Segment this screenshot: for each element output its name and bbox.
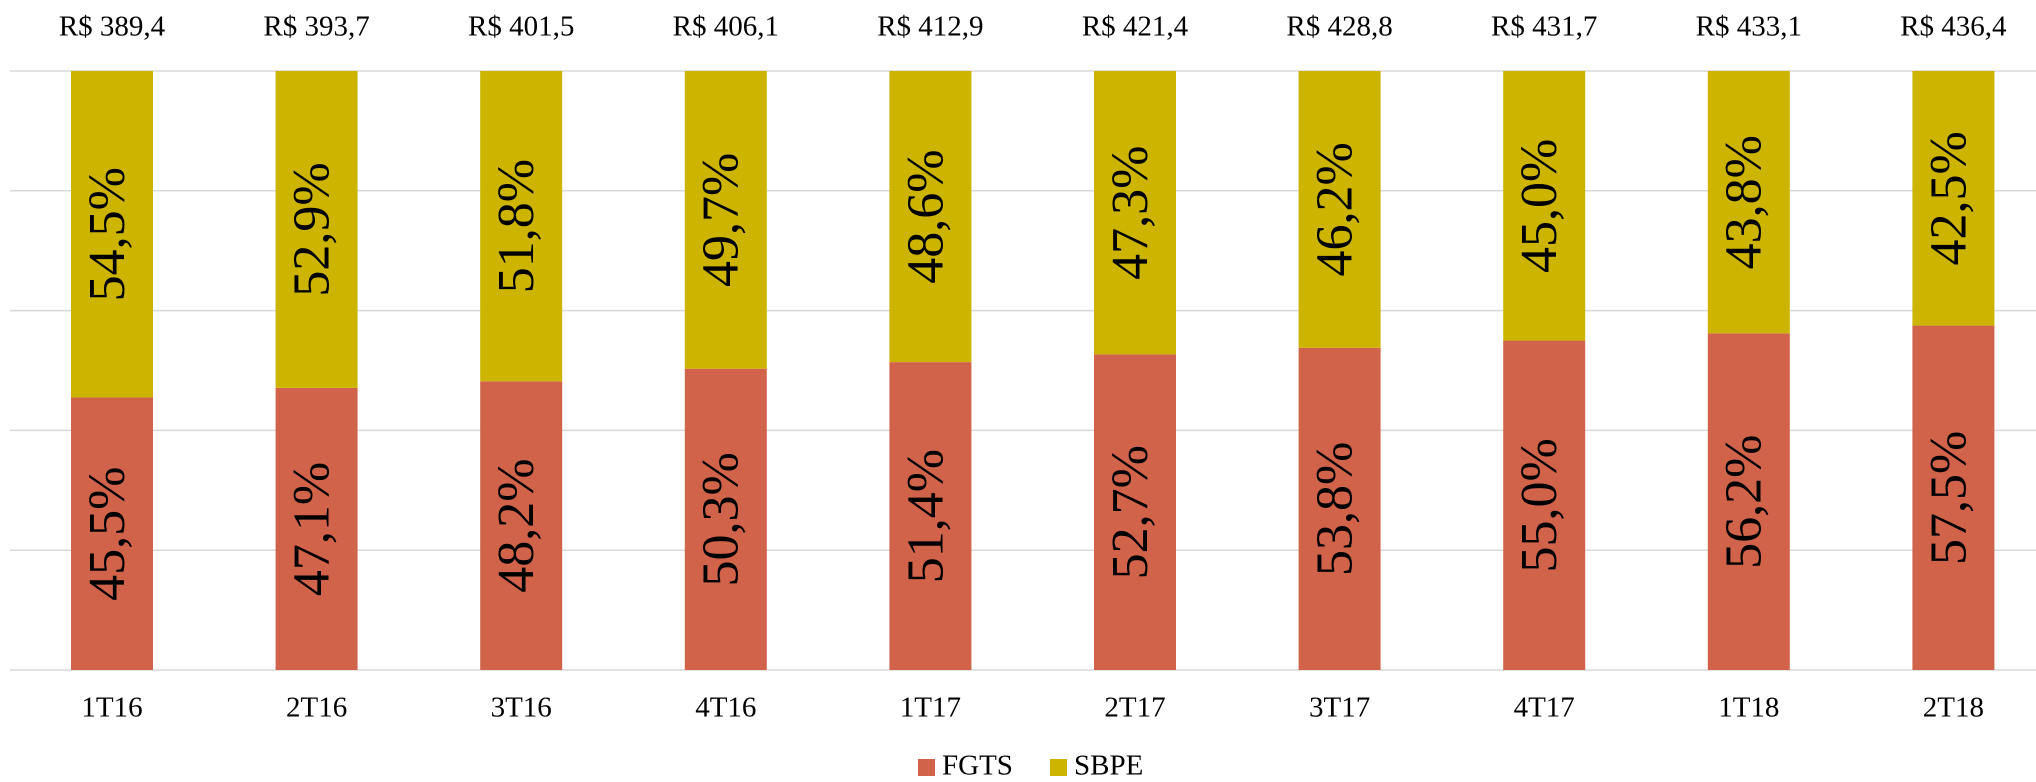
total-label: R$ 431,7	[1491, 11, 1597, 43]
data-label: 53,8%	[1307, 442, 1364, 576]
total-label: R$ 421,4	[1082, 11, 1189, 43]
bar-segment	[71, 397, 153, 670]
legend-swatch	[1050, 759, 1067, 776]
data-label: 48,6%	[897, 149, 954, 283]
x-tick-label: 4T16	[695, 692, 756, 724]
bar-segment	[889, 362, 972, 670]
bar-segment	[1503, 71, 1586, 341]
bar-segment	[684, 368, 767, 670]
data-label: 46,2%	[1307, 142, 1364, 276]
total-label: R$ 393,7	[263, 11, 369, 43]
x-tick-label: 4T17	[1514, 692, 1575, 724]
x-tick-label: 1T18	[1718, 692, 1779, 724]
legend-label: SBPE	[1074, 750, 1143, 782]
data-label: 52,7%	[1102, 445, 1159, 579]
bar-segment	[1912, 325, 1995, 670]
data-label: 51,4%	[897, 449, 954, 583]
bar-segment	[1707, 333, 1790, 670]
bar-segment	[480, 71, 563, 382]
data-label: 57,5%	[1920, 431, 1977, 565]
total-label: R$ 412,9	[877, 11, 983, 43]
x-tick-label: 1T16	[81, 692, 142, 724]
data-label: 47,1%	[284, 462, 341, 596]
x-tick-label: 3T16	[491, 692, 552, 724]
x-tick-label: 2T16	[286, 692, 347, 724]
bar-segment	[71, 71, 153, 398]
total-label: R$ 389,4	[59, 11, 166, 43]
total-label: R$ 428,8	[1286, 11, 1392, 43]
data-label: 45,5%	[79, 467, 136, 601]
data-label: 49,7%	[693, 153, 750, 287]
data-label: 47,3%	[1102, 145, 1159, 279]
total-label: R$ 401,5	[468, 11, 574, 43]
legend-label: FGTS	[942, 750, 1013, 782]
data-label: 48,2%	[488, 458, 545, 592]
bar-segment	[480, 381, 563, 670]
data-label: 52,9%	[284, 162, 341, 296]
legend-swatch	[918, 759, 935, 776]
bar-segment	[1707, 71, 1790, 334]
data-label: 56,2%	[1716, 435, 1773, 569]
bar-segment	[1503, 340, 1586, 670]
bar-segment	[684, 71, 767, 369]
bar-segment	[889, 71, 972, 363]
bar-segment	[1912, 71, 1995, 326]
bar-segment	[1298, 71, 1381, 348]
bar-segment	[275, 387, 358, 670]
data-label: 51,8%	[488, 159, 545, 293]
data-label: 54,5%	[79, 167, 136, 301]
bar-segment	[1094, 354, 1176, 670]
data-label: 42,5%	[1920, 131, 1977, 265]
data-label: 55,0%	[1511, 438, 1568, 572]
data-label: 50,3%	[693, 452, 750, 586]
data-label: 45,0%	[1511, 139, 1568, 273]
data-label: 43,8%	[1716, 135, 1773, 269]
bar-segment	[1298, 347, 1381, 670]
bar-segment	[275, 71, 358, 388]
total-label: R$ 433,1	[1696, 11, 1802, 43]
total-label: R$ 436,4	[1900, 11, 2007, 43]
x-tick-label: 2T18	[1923, 692, 1984, 724]
x-tick-label: 3T17	[1309, 692, 1370, 724]
x-tick-label: 1T17	[900, 692, 961, 724]
bar-segment	[1094, 71, 1176, 355]
x-tick-label: 2T17	[1104, 692, 1165, 724]
total-label: R$ 406,1	[673, 11, 779, 43]
